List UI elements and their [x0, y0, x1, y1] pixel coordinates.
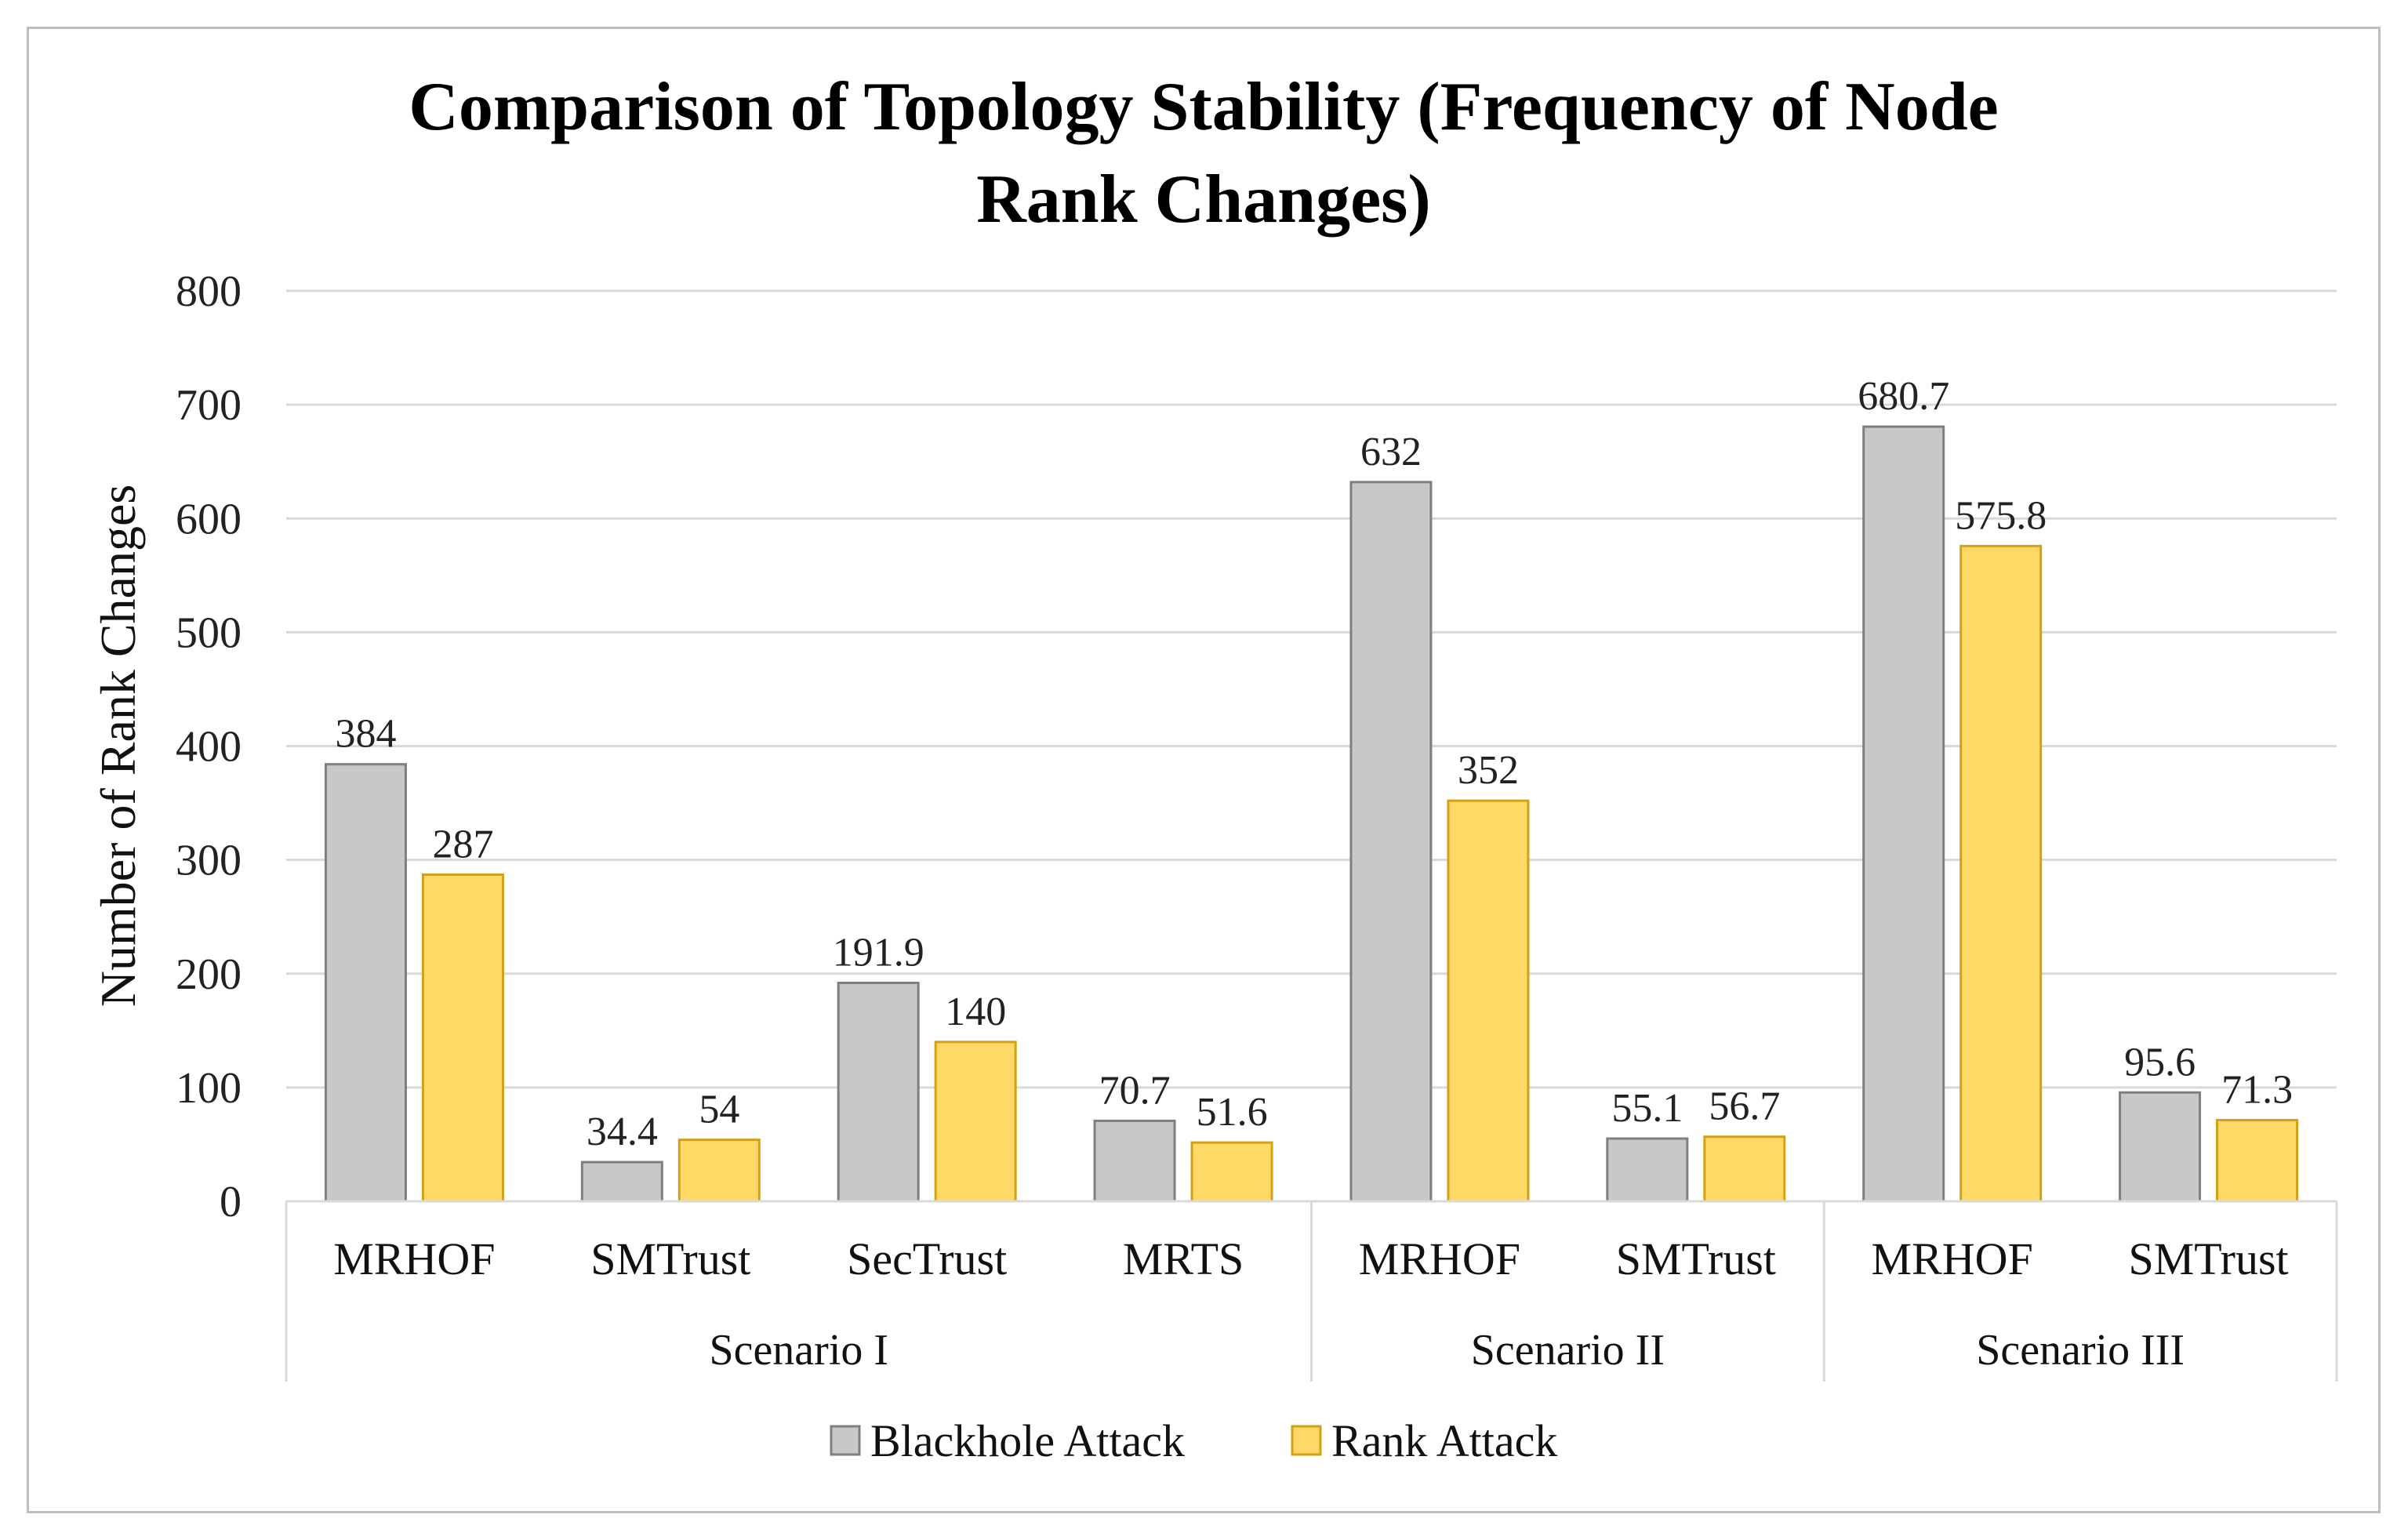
bar-blackhole-2: [837, 982, 920, 1203]
x-group-0: Scenario I: [709, 1326, 888, 1375]
legend-label-rank: Rank Attack: [1331, 1415, 1557, 1466]
y-tick-500: 500: [176, 608, 242, 657]
legend-label-blackhole: Blackhole Attack: [870, 1415, 1185, 1466]
data-label-rank-2: 140: [945, 990, 1006, 1034]
data-label-blackhole-0: 384: [335, 712, 396, 757]
x-category-1: SMTrust: [590, 1233, 750, 1284]
y-tick-labels: 0 100 200 300 400 500 600 700 800: [176, 267, 242, 1226]
bar-blackhole-4: [1349, 481, 1433, 1203]
data-label-rank-1: 54: [699, 1088, 739, 1132]
data-label-blackhole-3: 70.7: [1099, 1068, 1171, 1113]
bar-rank-3: [1190, 1141, 1273, 1203]
x-category-5: SMTrust: [1616, 1233, 1776, 1284]
chart-title-line-1: Comparison of Topology Stability (Freque…: [409, 69, 1998, 145]
y-tick-300: 300: [176, 837, 242, 885]
y-axis-label: Number of Rank Changes: [90, 485, 146, 1008]
data-label-rank-4: 352: [1458, 748, 1519, 793]
bar-rank-7: [2216, 1119, 2299, 1203]
bar-rank-4: [1447, 799, 1530, 1203]
y-tick-800: 800: [176, 267, 242, 316]
bar-rank-2: [934, 1041, 1017, 1203]
x-category-6: MRHOF: [1872, 1233, 2033, 1284]
x-group-1: Scenario II: [1471, 1326, 1665, 1375]
bar-rank-6: [1959, 544, 2043, 1203]
x-category-3: MRTS: [1123, 1233, 1244, 1284]
bar-blackhole-6: [1862, 425, 1945, 1203]
chart-title-line-2: Rank Changes): [976, 162, 1430, 238]
bar-blackhole-3: [1093, 1119, 1176, 1203]
x-axis: MRHOF SMTrust SecTrust MRTS MRHOF SMTrust MRHO…: [285, 1200, 2338, 1382]
legend-swatch-blackhole: [830, 1425, 861, 1456]
y-tick-400: 400: [176, 723, 242, 772]
data-label-blackhole-2: 191.9: [833, 931, 924, 975]
bar-rank-1: [677, 1139, 761, 1203]
data-label-rank-0: 287: [432, 822, 493, 866]
data-label-rank-6: 575.8: [1955, 493, 2047, 538]
y-tick-200: 200: [176, 950, 242, 999]
data-label-blackhole-6: 680.7: [1858, 374, 1949, 419]
y-tick-0: 0: [220, 1178, 242, 1226]
bar-rank-0: [421, 873, 504, 1203]
data-labels: 384 34.4 191.9 70.7 632 55.1 680.7 95.6 287 54 140…: [335, 374, 2293, 1154]
data-label-blackhole-1: 34.4: [587, 1110, 658, 1154]
y-tick-100: 100: [176, 1064, 242, 1113]
bars: [324, 425, 2299, 1203]
x-category-7: SMTrust: [2128, 1233, 2288, 1284]
data-label-rank-5: 56.7: [1709, 1084, 1780, 1129]
data-label-blackhole-5: 55.1: [1611, 1086, 1683, 1131]
bar-blackhole-5: [1606, 1137, 1689, 1203]
x-category-2: SecTrust: [847, 1233, 1007, 1284]
bar-blackhole-1: [580, 1160, 663, 1203]
y-tick-600: 600: [176, 495, 242, 543]
data-label-rank-7: 71.3: [2221, 1068, 2293, 1113]
data-label-blackhole-7: 95.6: [2124, 1040, 2196, 1084]
data-label-rank-3: 51.6: [1197, 1090, 1268, 1135]
x-category-0: MRHOF: [333, 1233, 495, 1284]
legend: Blackhole Attack Rank Attack: [830, 1415, 1557, 1466]
x-group-2: Scenario III: [1976, 1326, 2185, 1375]
bar-blackhole-0: [324, 763, 407, 1203]
bar-rank-5: [1703, 1135, 1786, 1203]
bar-blackhole-7: [2119, 1091, 2202, 1203]
legend-swatch-rank: [1291, 1425, 1322, 1456]
x-category-4: MRHOF: [1359, 1233, 1520, 1284]
y-tick-700: 700: [176, 381, 242, 430]
data-label-blackhole-4: 632: [1360, 430, 1422, 474]
